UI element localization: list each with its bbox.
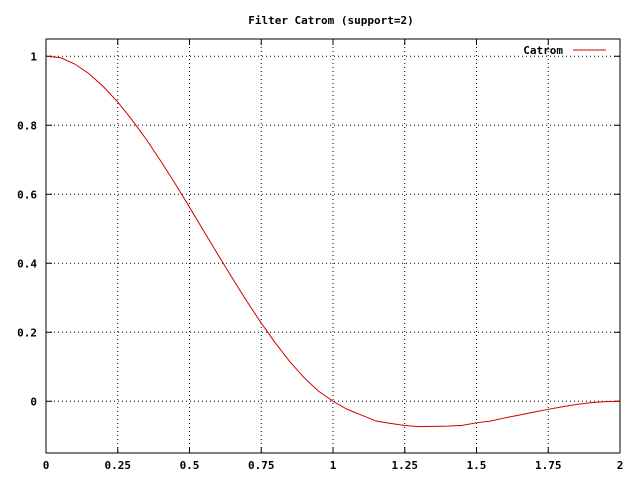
- x-tick-label: 0.25: [105, 459, 132, 472]
- x-tick-label: 1: [330, 459, 337, 472]
- series-line-catrom: [45, 55, 621, 428]
- x-tick-label: 0.5: [180, 459, 200, 472]
- grid-layer: [46, 39, 620, 453]
- plot-frame: [45, 38, 621, 454]
- x-tick-label: 0: [43, 459, 50, 472]
- chart-title: Filter Catrom (support=2): [248, 14, 414, 27]
- legend-label: Catrom: [523, 44, 563, 57]
- y-tick-label: 1: [30, 50, 37, 63]
- series-layer: [45, 55, 621, 428]
- tick-layer: 0 0.25 0.5 0.75 1 1.25 1.5 1.75 2 0 0.2 0.4 0.6 0.8 1: [17, 39, 623, 472]
- x-tick-label: 1.25: [392, 459, 419, 472]
- y-tick-label: 0: [30, 395, 37, 408]
- x-tick-label: 0.75: [248, 459, 275, 472]
- legend: Catrom: [523, 44, 606, 57]
- y-tick-label: 0.2: [17, 326, 37, 339]
- x-tick-label: 1.5: [467, 459, 487, 472]
- x-tick-label: 1.75: [535, 459, 562, 472]
- x-tick-label: 2: [617, 459, 624, 472]
- axes-layer: [45, 38, 621, 454]
- y-tick-label: 0.6: [17, 188, 37, 201]
- y-tick-label: 0.8: [17, 119, 37, 132]
- y-tick-label: 0.4: [17, 257, 37, 270]
